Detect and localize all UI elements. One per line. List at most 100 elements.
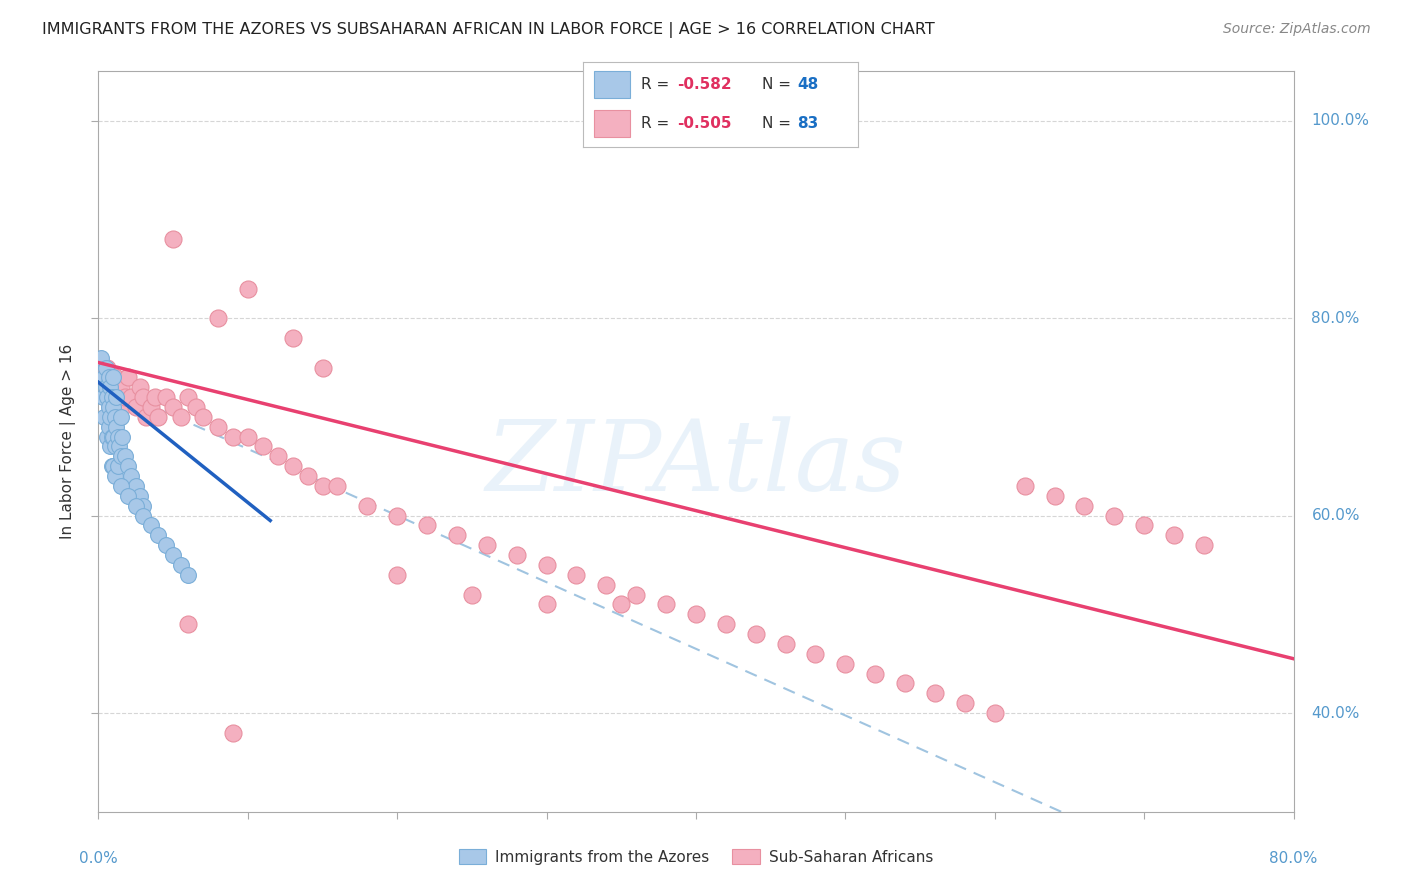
Point — [894, 676, 917, 690]
Point — [804, 647, 827, 661]
Text: 80.0%: 80.0% — [1312, 310, 1360, 326]
Point — [745, 627, 768, 641]
Point — [97, 400, 120, 414]
Point — [107, 390, 129, 404]
Point — [139, 518, 162, 533]
Point — [475, 538, 498, 552]
Point — [120, 390, 142, 404]
Point — [311, 360, 333, 375]
Point — [177, 617, 200, 632]
Text: 48: 48 — [797, 77, 818, 92]
Point — [297, 469, 319, 483]
Text: 83: 83 — [797, 116, 818, 131]
Point — [103, 459, 125, 474]
Point — [105, 419, 128, 434]
Point — [1043, 489, 1066, 503]
Point — [101, 429, 124, 443]
Point — [143, 390, 166, 404]
Point — [177, 567, 200, 582]
Point — [177, 390, 200, 404]
Point — [155, 538, 177, 552]
Text: 40.0%: 40.0% — [1312, 706, 1360, 721]
Point — [93, 370, 115, 384]
Point — [110, 409, 132, 424]
Point — [834, 657, 856, 671]
Text: N =: N = — [762, 116, 796, 131]
Point — [101, 390, 124, 404]
Point — [536, 558, 558, 572]
Point — [169, 409, 191, 424]
Point — [104, 370, 127, 384]
Point — [506, 548, 529, 562]
Point — [111, 400, 134, 414]
Point — [90, 351, 112, 365]
Text: 60.0%: 60.0% — [1312, 508, 1360, 523]
Point — [105, 380, 128, 394]
Text: 100.0%: 100.0% — [1312, 113, 1369, 128]
Point — [236, 429, 259, 443]
Point — [111, 429, 134, 443]
Legend: Immigrants from the Azores, Sub-Saharan Africans: Immigrants from the Azores, Sub-Saharan … — [453, 843, 939, 871]
Point — [117, 370, 139, 384]
Point — [132, 390, 155, 404]
Text: N =: N = — [762, 77, 796, 92]
Point — [108, 409, 131, 424]
Point — [107, 459, 129, 474]
Point — [281, 331, 304, 345]
Point — [98, 370, 122, 384]
Point — [104, 390, 127, 404]
Text: Source: ZipAtlas.com: Source: ZipAtlas.com — [1223, 22, 1371, 37]
Point — [610, 598, 633, 612]
Point — [105, 390, 128, 404]
Point — [169, 558, 191, 572]
Point — [1133, 518, 1156, 533]
Point — [120, 469, 142, 483]
Point — [94, 380, 117, 394]
Point — [103, 380, 125, 394]
Point — [125, 499, 148, 513]
Point — [1073, 499, 1095, 513]
Point — [114, 450, 136, 464]
Point — [98, 380, 122, 394]
Point — [385, 508, 409, 523]
Point — [1163, 528, 1185, 542]
Point — [110, 380, 132, 394]
Point — [104, 440, 127, 454]
Point — [222, 725, 245, 739]
Point — [97, 370, 120, 384]
Text: R =: R = — [641, 116, 675, 131]
Text: 80.0%: 80.0% — [1270, 851, 1317, 866]
Text: 0.0%: 0.0% — [79, 851, 118, 866]
Text: R =: R = — [641, 77, 675, 92]
Point — [685, 607, 707, 622]
Point — [162, 548, 184, 562]
Point — [101, 459, 124, 474]
Point — [93, 409, 115, 424]
Point — [714, 617, 737, 632]
Point — [139, 400, 162, 414]
Point — [93, 370, 115, 384]
Point — [101, 390, 124, 404]
Point — [1104, 508, 1126, 523]
Point — [446, 528, 468, 542]
Point — [98, 400, 122, 414]
Point — [626, 588, 648, 602]
Bar — [595, 71, 630, 98]
Point — [103, 400, 125, 414]
Point — [91, 390, 114, 404]
Point — [155, 390, 177, 404]
Point — [655, 598, 678, 612]
Point — [94, 360, 117, 375]
Point — [96, 390, 118, 404]
Point — [207, 311, 229, 326]
Point — [129, 380, 152, 394]
Point — [94, 390, 117, 404]
Point — [103, 370, 125, 384]
Y-axis label: In Labor Force | Age > 16: In Labor Force | Age > 16 — [59, 344, 76, 539]
Point — [103, 429, 125, 443]
Point — [108, 440, 131, 454]
Point — [104, 469, 127, 483]
Point — [129, 489, 152, 503]
Bar — [595, 110, 630, 137]
Point — [222, 429, 245, 443]
